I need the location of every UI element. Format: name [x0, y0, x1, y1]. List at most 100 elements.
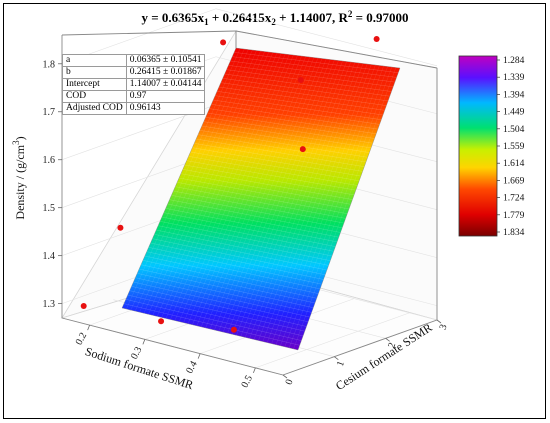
mesh-line — [183, 54, 294, 323]
x1-tick-mark — [142, 339, 146, 345]
mesh-line — [152, 238, 326, 276]
top-left-edge — [61, 30, 237, 36]
x1-axis-ticks: 0.2 0.3 0.4 0.5 — [74, 324, 256, 390]
colorbar-tick-label: 1.724 — [503, 194, 525, 204]
mesh-line — [222, 59, 331, 333]
title-part-6: = 0.97000 — [352, 10, 408, 25]
mesh-line — [201, 125, 370, 153]
mesh-line — [288, 66, 393, 348]
mesh-line — [159, 221, 333, 257]
mesh-line — [158, 225, 331, 261]
z-tick-label: 1.3 — [43, 299, 56, 310]
x1-tick-label: 0.2 — [74, 331, 90, 347]
mesh-line — [197, 134, 367, 163]
colorbar-gradient — [458, 55, 498, 237]
table-row: b 0.26415 ± 0.01867 — [62, 66, 206, 79]
x1-tick-mark — [197, 353, 201, 359]
param-label: Adjusted COD — [62, 102, 127, 115]
mesh-line — [126, 48, 241, 310]
mesh-line — [293, 67, 397, 350]
mesh-line — [205, 57, 315, 329]
mesh-line — [174, 53, 286, 321]
x1-tick-label: 0.5 — [239, 374, 255, 390]
mesh-line — [236, 60, 343, 336]
mesh-line — [178, 54, 290, 322]
z-axis-ticks: 1.3 1.4 1.5 1.6 1.7 1.8 — [43, 59, 62, 310]
mesh-line — [203, 121, 372, 149]
colorbar: 1.284 1.339 1.394 1.449 1.504 1.559 1.614 1.669… — [458, 55, 525, 238]
surface-mesh — [123, 48, 399, 350]
mesh-line — [165, 52, 278, 319]
colorbar-tick-label: 1.669 — [503, 176, 525, 186]
x2-tick-label: 0 — [284, 378, 296, 386]
mesh-line — [240, 61, 347, 337]
title-sub-3: 2 — [271, 17, 276, 27]
title-sup-5: 2 — [348, 9, 353, 19]
mesh-line — [142, 260, 317, 299]
mesh-line — [275, 65, 380, 345]
mesh-line — [156, 51, 270, 317]
z-tick-label: 1.5 — [43, 203, 56, 214]
mesh-line — [169, 199, 341, 233]
data-point — [299, 146, 306, 153]
z-tick-label: 1.8 — [43, 59, 56, 70]
mesh-line — [234, 52, 399, 73]
mesh-line — [173, 190, 344, 224]
param-value: 1.14007 ± 0.04144 — [125, 78, 206, 91]
mesh-line — [180, 173, 351, 205]
grid-line — [255, 312, 410, 369]
mesh-line — [139, 49, 253, 313]
colorbar-tick-label: 1.614 — [503, 159, 525, 169]
param-value: 0.26415 ± 0.01867 — [125, 66, 206, 79]
z-label-part-2: ) — [13, 136, 27, 140]
colorbar-tick-label: 1.284 — [503, 56, 525, 66]
figure-frame — [3, 3, 546, 419]
table-row: a 0.06365 ± 0.10541 — [62, 54, 206, 67]
mesh-line — [187, 55, 298, 324]
mesh-line — [280, 65, 384, 346]
param-value: 0.96143 — [125, 102, 206, 115]
x2-tick-label: 2 — [386, 341, 398, 349]
mesh-line — [209, 108, 377, 135]
mesh-line — [207, 112, 375, 139]
mesh-line — [271, 64, 376, 344]
x2-tick-mark — [385, 338, 390, 342]
colorbar-tick-label: 1.559 — [503, 142, 525, 152]
mesh-line — [214, 58, 323, 331]
mesh-line — [161, 216, 334, 252]
mesh-line — [163, 212, 336, 247]
mesh-line — [150, 242, 324, 280]
param-label: b — [62, 66, 127, 79]
data-points — [80, 35, 380, 333]
mesh-line — [125, 299, 302, 341]
x2-axis-ticks: 0 1 2 3 — [282, 319, 450, 386]
mesh-line — [216, 91, 384, 116]
mesh-line — [231, 60, 339, 335]
param-label: a — [62, 54, 127, 67]
table-row: COD 0.97 — [62, 90, 206, 103]
colorbar-tick-label: 1.779 — [503, 211, 525, 221]
mesh-line — [192, 55, 302, 325]
x1-tick-label: 0.4 — [184, 359, 200, 375]
mesh-line — [131, 286, 307, 327]
title-part-2: + 0.26415x — [209, 10, 272, 25]
x2-axis-line — [282, 319, 438, 376]
colorbar-tick-label: 1.504 — [503, 125, 525, 135]
mesh-line — [249, 62, 356, 339]
mesh-line — [184, 164, 355, 196]
mesh-line — [226, 69, 392, 92]
mesh-line — [178, 177, 350, 210]
mesh-line — [156, 229, 329, 266]
colorbar-ticks: 1.284 1.339 1.394 1.449 1.504 1.559 1.614 1.669… — [497, 56, 525, 238]
mesh-line — [262, 63, 368, 342]
mesh-line — [129, 290, 305, 332]
title-sub-1: 1 — [204, 17, 209, 27]
mesh-line — [266, 64, 372, 343]
mesh-line — [152, 51, 265, 316]
x2-tick-label: 3 — [438, 323, 450, 331]
mesh-line — [211, 104, 378, 130]
z-label-sup: 3 — [11, 140, 21, 145]
mesh-line — [139, 268, 314, 308]
data-point — [80, 303, 87, 310]
param-value: 0.97 — [125, 90, 206, 103]
